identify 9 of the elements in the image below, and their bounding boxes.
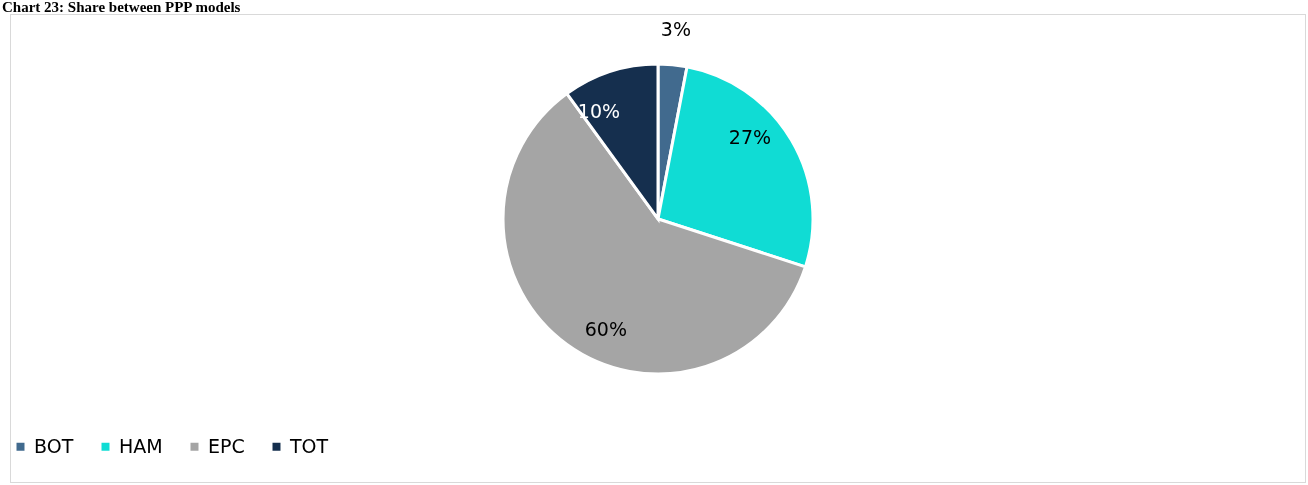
legend-label: BOT [34,434,74,457]
legend-label: HAM [119,434,163,457]
data-label: 27% [728,125,772,148]
chart-title: Chart 23: Share between PPP models [1,0,242,15]
legend-label: TOT [289,434,329,457]
data-label: 10% [577,99,621,122]
data-label: 60% [584,317,627,340]
data-label: 3% [660,17,691,40]
legend-label: EPC [208,434,245,457]
